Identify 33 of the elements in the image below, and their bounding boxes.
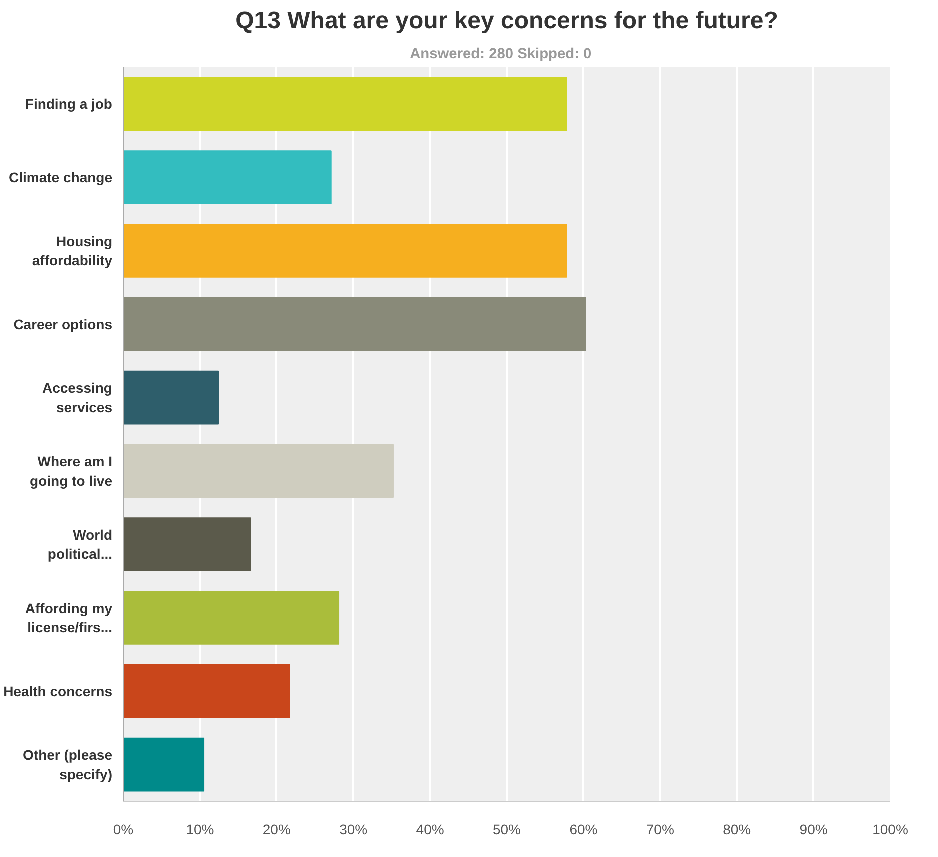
bar: [124, 370, 220, 425]
x-tick-label: 50%: [492, 822, 522, 838]
x-tick-label: 90%: [800, 822, 828, 838]
x-tick-label: 60%: [570, 822, 598, 838]
y-tick-label: Where am I going to live: [30, 454, 113, 489]
chart-title: Q13 What are your key concerns for the future?: [236, 8, 778, 34]
x-tick-label: 70%: [646, 822, 674, 838]
y-tick-label: Other (please specify): [23, 747, 113, 782]
bar: [124, 297, 586, 352]
bar: [124, 518, 252, 572]
bar: [124, 224, 568, 278]
x-tick-label: 80%: [723, 822, 752, 838]
y-tick-label: Affording my license/firs...: [25, 600, 113, 636]
y-tick-label: Housing affordability: [32, 233, 113, 269]
x-tick-label: 20%: [262, 822, 291, 838]
chart-subtitle: Answered: 280 Skipped: 0: [410, 46, 592, 62]
bar: [124, 664, 290, 718]
bar: [124, 738, 205, 792]
y-tick-label: Career options: [14, 316, 113, 332]
x-tick-label: 30%: [340, 822, 368, 838]
x-tick-label: 100%: [872, 822, 908, 838]
bar: [124, 77, 568, 132]
bar: [124, 150, 332, 205]
y-tick-label: World political...: [48, 527, 113, 562]
bar: [124, 444, 394, 498]
bar: [124, 591, 340, 645]
x-tick-label: 40%: [416, 822, 444, 838]
y-tick-label: Climate change: [9, 170, 113, 186]
y-tick-label: Health concerns: [4, 683, 113, 700]
x-tick-label: 10%: [186, 822, 214, 838]
y-tick-label: Finding a job: [25, 96, 113, 112]
x-tick-label: 0%: [113, 822, 134, 838]
y-tick-label: Accessing services: [42, 380, 113, 416]
